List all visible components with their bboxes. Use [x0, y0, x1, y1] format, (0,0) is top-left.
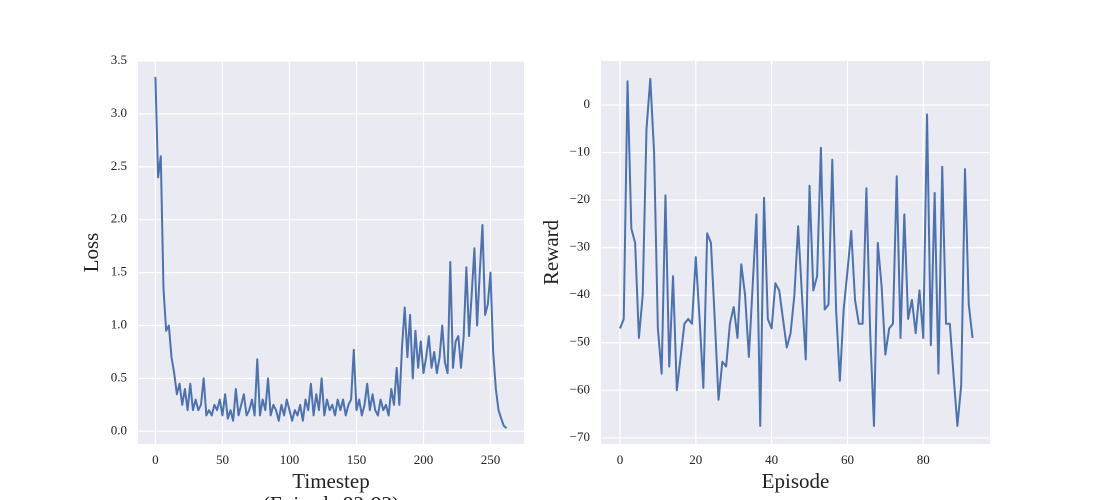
x-tick-label: 40 [765, 452, 778, 467]
y-tick-label: −50 [570, 334, 590, 349]
y-tick-label: −10 [570, 144, 590, 159]
x-axis-label: Timestep [292, 469, 369, 493]
subplot: 0 20 40 60 80 −70 −60 −50 −40 −30 −20 −10 0 Episode Re… [539, 61, 990, 493]
plot-background [138, 61, 524, 444]
y-axis-label: Reward [539, 219, 563, 285]
line-series [619, 77, 974, 427]
y-tick-label: 3.5 [111, 52, 127, 67]
y-tick-label: −40 [570, 286, 590, 301]
plot-background [601, 61, 990, 444]
x-tick-label: 50 [216, 452, 229, 467]
x-axis-label: Episode [762, 469, 830, 493]
subplot: 0 50 100 150 200 250 0.0 0.5 1.0 1.5 2.0 2.5 3.0 3.5 T… [79, 52, 524, 500]
y-tick-label: 0.0 [111, 422, 127, 437]
x-tick-label: 0 [617, 452, 624, 467]
line-series [154, 76, 508, 429]
y-tick-label: 2.5 [111, 158, 127, 173]
x-tick-label: 100 [280, 452, 300, 467]
y-tick-label: 0 [584, 96, 591, 111]
x-tick-label: 60 [841, 452, 854, 467]
y-axis-label: Loss [79, 233, 103, 273]
x-tick-label: 200 [414, 452, 434, 467]
y-tick-label: 0.5 [111, 369, 127, 384]
y-tick-label: 2.0 [111, 211, 127, 226]
y-tick-label: −20 [570, 191, 590, 206]
y-tick-label: 1.0 [111, 316, 127, 331]
x-tick-label: 20 [689, 452, 702, 467]
y-tick-label: −30 [570, 239, 590, 254]
y-tick-label: −60 [570, 381, 590, 396]
x-tick-label: 80 [917, 452, 930, 467]
x-tick-label: 250 [481, 452, 501, 467]
y-tick-label: 3.0 [111, 105, 127, 120]
x-axis-label-note: (Episode 92-93) [263, 492, 399, 500]
x-tick-label: 150 [347, 452, 367, 467]
y-tick-label: 1.5 [111, 264, 127, 279]
y-tick-label: −70 [570, 429, 590, 444]
x-tick-label: 0 [152, 452, 159, 467]
